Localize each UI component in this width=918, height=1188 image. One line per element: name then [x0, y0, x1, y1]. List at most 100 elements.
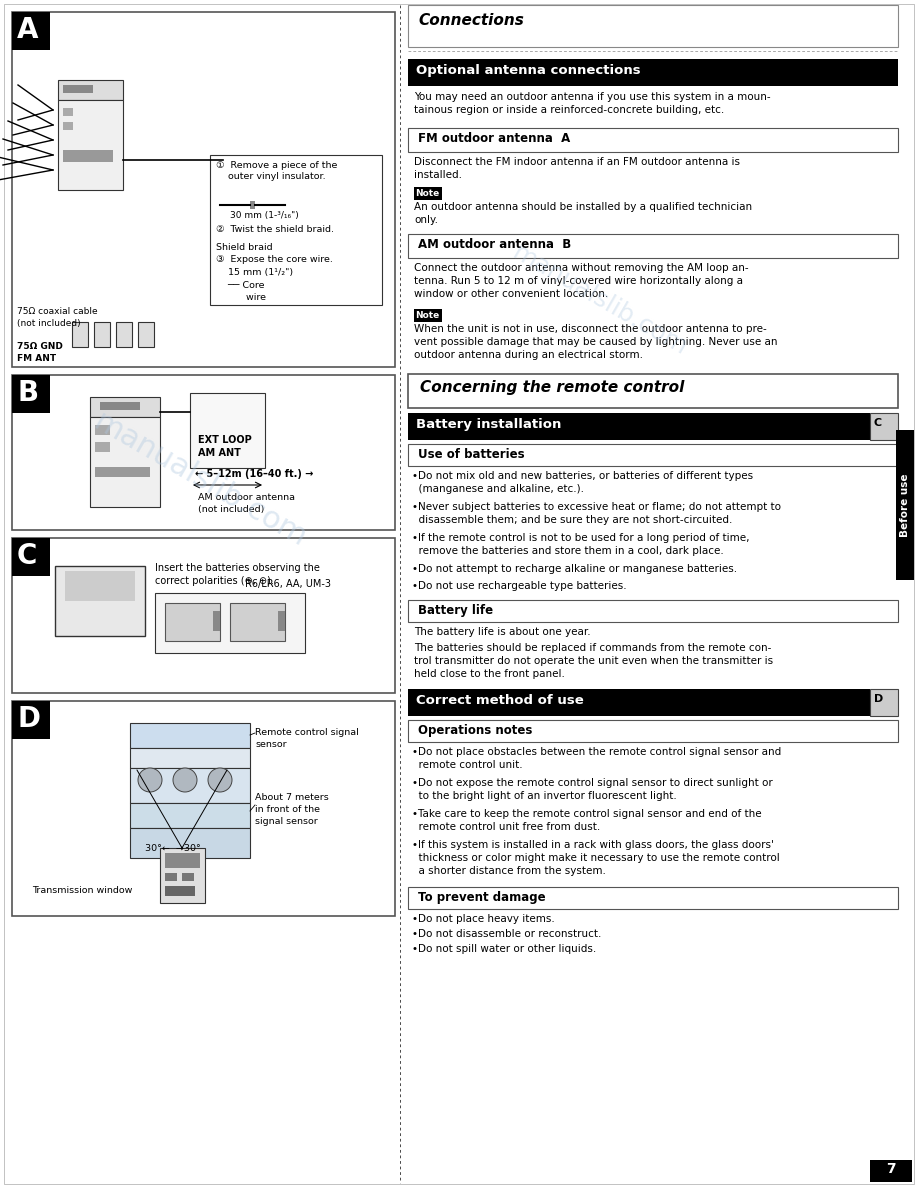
Bar [63, 150, 113, 162]
Text: Operations notes: Operations notes [418, 723, 532, 737]
Text: manualslib.com: manualslib.com [509, 240, 692, 360]
Text: Connections: Connections [418, 13, 524, 29]
Bar [130, 803, 250, 828]
Text: •Do not attempt to recharge alkaline or manganese batteries.: •Do not attempt to recharge alkaline or … [412, 564, 737, 574]
Bar [408, 600, 898, 623]
Text: When the unit is not in use, disconnect the outdoor antenna to pre-
vent possibl: When the unit is not in use, disconnect … [414, 324, 778, 360]
Text: ← 5–12m (16–40 ft.) →: ← 5–12m (16–40 ft.) → [195, 469, 313, 479]
Bar [58, 80, 123, 100]
Text: Note: Note [415, 189, 439, 197]
Text: AM outdoor antenna
(not included): AM outdoor antenna (not included) [198, 493, 295, 513]
Bar [12, 375, 50, 413]
Text: •If this system is installed in a rack with glass doors, the glass doors'
  thic: •If this system is installed in a rack w… [412, 840, 779, 876]
Bar [130, 767, 250, 803]
Text: 30°←  →30°: 30°← →30° [145, 843, 201, 853]
Text: •Never subject batteries to excessive heat or flame; do not attempt to
  disasse: •Never subject batteries to excessive he… [412, 503, 781, 525]
Bar [408, 5, 898, 48]
Text: Battery installation: Battery installation [416, 418, 562, 431]
Text: D: D [874, 694, 883, 704]
Text: 30 mm (1-³/₁₆"): 30 mm (1-³/₁₆") [230, 211, 298, 220]
Text: Transmission window: Transmission window [32, 886, 132, 895]
Text: ①  Remove a piece of the
    outer vinyl insulator.: ① Remove a piece of the outer vinyl insu… [216, 162, 338, 181]
Bar [12, 12, 50, 50]
Bar [58, 100, 123, 190]
Bar [408, 234, 898, 258]
Bar [12, 538, 50, 576]
Text: Disconnect the FM indoor antenna if an FM outdoor antenna is
installed.: Disconnect the FM indoor antenna if an F… [414, 157, 740, 181]
Circle shape [138, 767, 162, 792]
Text: Remote control signal
sensor: Remote control signal sensor [255, 728, 359, 748]
Text: •Do not mix old and new batteries, or batteries of different types
  (manganese : •Do not mix old and new batteries, or ba… [412, 470, 753, 494]
Bar [414, 309, 442, 322]
Text: Shield braid
③  Expose the core wire.
    15 mm (1¹/₂")
    ── Core
          wi: Shield braid ③ Expose the core wire. 15 … [216, 244, 333, 302]
Bar [130, 828, 250, 858]
Text: •If the remote control is not to be used for a long period of time,
  remove the: •If the remote control is not to be used… [412, 533, 749, 556]
Text: •Take care to keep the remote control signal sensor and end of the
  remote cont: •Take care to keep the remote control si… [412, 809, 762, 832]
Text: The battery life is about one year.: The battery life is about one year. [414, 627, 590, 637]
Text: Insert the batteries observing the
correct polarities (⊕, ⊖).: Insert the batteries observing the corre… [155, 563, 319, 586]
Bar [90, 397, 160, 417]
Bar [90, 417, 160, 507]
Bar [12, 538, 395, 693]
Bar [63, 108, 73, 116]
Text: Connect the outdoor antenna without removing the AM loop an-
tenna. Run 5 to 12 : Connect the outdoor antenna without remo… [414, 263, 748, 299]
Text: Concerning the remote control: Concerning the remote control [420, 380, 685, 394]
Bar [165, 886, 195, 896]
Text: Use of batteries: Use of batteries [418, 448, 524, 461]
Bar [100, 402, 140, 410]
Text: R6/LR6, AA, UM-3: R6/LR6, AA, UM-3 [245, 579, 331, 589]
Bar [63, 86, 93, 93]
Bar [408, 374, 898, 407]
Bar [408, 720, 898, 742]
Text: •Do not disassemble or reconstruct.: •Do not disassemble or reconstruct. [412, 929, 601, 939]
Text: Correct method of use: Correct method of use [416, 694, 584, 707]
Bar [408, 413, 870, 440]
Text: 75Ω coaxial cable
(not included): 75Ω coaxial cable (not included) [17, 307, 97, 328]
Text: EXT LOOP
AM ANT: EXT LOOP AM ANT [198, 435, 252, 459]
Bar [138, 322, 154, 347]
Text: 7: 7 [886, 1162, 896, 1176]
Bar [160, 848, 205, 903]
Text: An outdoor antenna should be installed by a qualified technician
only.: An outdoor antenna should be installed b… [414, 202, 752, 226]
Text: Optional antenna connections: Optional antenna connections [416, 64, 641, 77]
Bar [408, 887, 898, 909]
Bar [414, 187, 442, 200]
Bar [213, 611, 220, 631]
Bar [12, 701, 395, 916]
Bar [870, 413, 898, 440]
Text: The batteries should be replaced if commands from the remote con-
trol transmitt: The batteries should be replaced if comm… [414, 643, 773, 678]
Bar [896, 430, 914, 580]
Text: Before use: Before use [900, 473, 910, 537]
Text: manualslib.com: manualslib.com [88, 407, 311, 552]
Bar [870, 1159, 912, 1182]
Text: •Do not place obstacles between the remote control signal sensor and
  remote co: •Do not place obstacles between the remo… [412, 747, 781, 770]
Bar [408, 689, 870, 716]
Text: •Do not expose the remote control signal sensor to direct sunlight or
  to the b: •Do not expose the remote control signal… [412, 778, 773, 801]
Bar [72, 322, 88, 347]
Text: AM outdoor antenna  B: AM outdoor antenna B [418, 238, 571, 251]
Bar [165, 853, 200, 868]
Text: Note: Note [415, 310, 439, 320]
Bar [63, 122, 73, 129]
Bar [165, 873, 177, 881]
Circle shape [208, 767, 232, 792]
Bar [65, 571, 135, 601]
Bar [95, 467, 150, 478]
Bar [165, 604, 220, 642]
Bar [95, 442, 110, 451]
Bar [210, 154, 382, 305]
Text: FM outdoor antenna  A: FM outdoor antenna A [418, 132, 570, 145]
Text: To prevent damage: To prevent damage [418, 891, 545, 904]
Bar [12, 375, 395, 530]
Bar [155, 593, 305, 653]
Text: •Do not place heavy items.: •Do not place heavy items. [412, 914, 554, 924]
Bar [182, 873, 194, 881]
Bar [94, 322, 110, 347]
Bar [130, 723, 250, 748]
Text: •Do not spill water or other liquids.: •Do not spill water or other liquids. [412, 944, 597, 954]
Bar [190, 393, 265, 468]
Bar [230, 604, 285, 642]
Bar [408, 444, 898, 466]
Text: 75Ω GND
FM ANT: 75Ω GND FM ANT [17, 342, 62, 362]
Bar [408, 128, 898, 152]
